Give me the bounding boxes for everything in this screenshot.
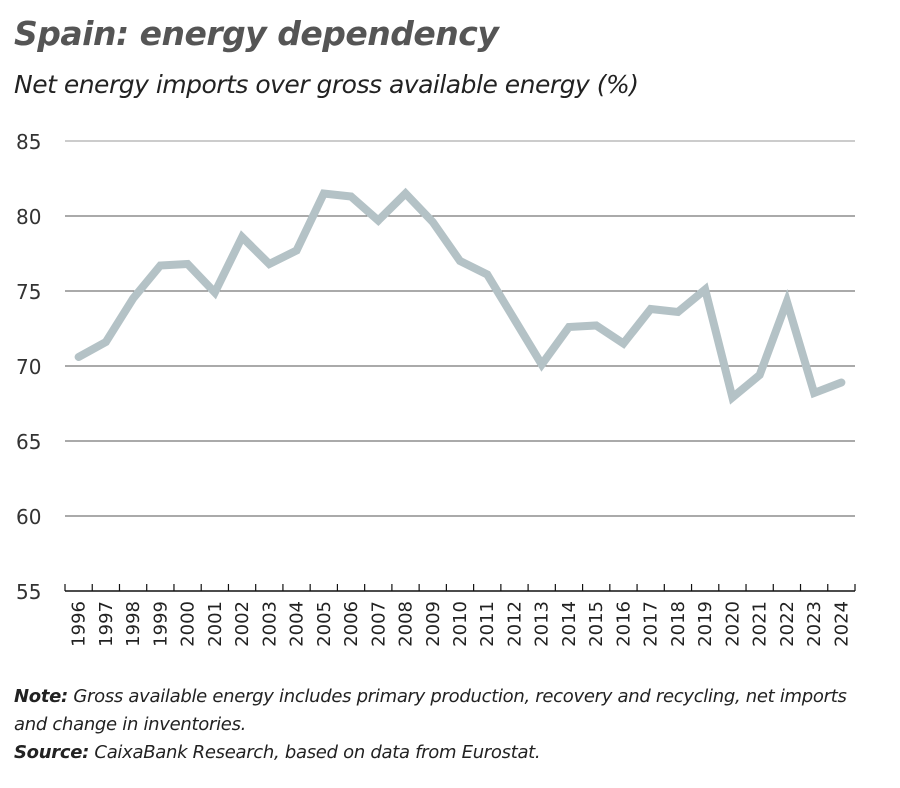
x-tick-label: 2023 (804, 601, 825, 647)
y-tick-label: 65 (16, 430, 41, 454)
y-tick-label: 75 (16, 280, 41, 304)
x-tick-label: 2012 (504, 601, 525, 647)
x-tick-label: 2006 (341, 601, 362, 647)
x-tick-label: 2016 (613, 601, 634, 647)
data-point (350, 196, 352, 197)
x-tick-label: 1996 (69, 601, 90, 647)
data-point (323, 193, 325, 194)
data-point (132, 298, 134, 299)
data-point (214, 292, 216, 293)
data-point (159, 265, 161, 266)
data-point (568, 326, 570, 328)
data-point (377, 220, 379, 221)
line-chart: 55 60 65 70 75 80 85 1996 1997 1998 1999 2000 2001 20… (16, 130, 856, 647)
data-point (459, 260, 461, 262)
y-tick-label: 70 (16, 355, 41, 379)
data-point (486, 274, 488, 275)
data-point (432, 221, 434, 223)
data-point (595, 325, 597, 326)
y-tick-label: 60 (16, 505, 41, 529)
x-tick-label: 2024 (831, 601, 852, 647)
note-text: Gross available energy includes primary … (14, 686, 847, 735)
note-label: Note: (14, 686, 68, 707)
x-tick-label: 2009 (423, 601, 444, 647)
x-tick-label: 2010 (450, 601, 471, 647)
data-point (541, 364, 543, 365)
data-point (677, 311, 679, 313)
x-tick-label: 2007 (368, 601, 389, 647)
y-tick-label: 55 (16, 580, 41, 604)
x-tick-label: 2000 (178, 601, 199, 647)
data-point (840, 382, 842, 383)
data-point (296, 250, 298, 251)
x-tick-label: 1997 (96, 601, 117, 647)
data-point (731, 397, 733, 398)
data-point (622, 343, 624, 344)
series-line (74, 187, 846, 405)
chart-subtitle: Net energy imports over gross available … (14, 70, 639, 99)
note: Note: Gross available energy includes pr… (14, 683, 884, 739)
x-tick-label: 2004 (287, 601, 308, 647)
x-tick-label: 1998 (123, 601, 144, 647)
data-point (759, 374, 761, 376)
x-tick-label: 2008 (396, 601, 417, 647)
x-tick-label: 1999 (150, 601, 171, 647)
x-tick-label: 2022 (777, 601, 798, 647)
source-text: CaixaBank Research, based on data from E… (89, 742, 541, 763)
data-point (650, 308, 652, 310)
data-point (187, 263, 189, 265)
x-tick-label: 2018 (668, 601, 689, 647)
x-tick-label: 2020 (722, 601, 743, 647)
x-tick-label: 2011 (477, 601, 498, 647)
data-point (268, 263, 270, 265)
data-point (405, 193, 407, 194)
data-point (813, 392, 815, 394)
x-tick-label: 2015 (586, 601, 607, 647)
x-tick-label: 2013 (532, 601, 553, 647)
data-point (786, 301, 788, 302)
y-tick-label: 80 (16, 205, 41, 229)
data-point (78, 356, 80, 358)
x-tick-label: 2019 (695, 601, 716, 647)
data-point (105, 341, 107, 343)
x-tick-label: 2003 (259, 601, 280, 647)
data-point (241, 236, 243, 238)
x-tick-label: 2002 (232, 601, 253, 647)
x-tick-label: 2021 (750, 601, 771, 647)
data-point (704, 289, 706, 290)
x-tick-label: 2001 (205, 601, 226, 647)
x-tick-label: 2014 (559, 601, 580, 647)
chart-title: Spain: energy dependency (14, 14, 499, 53)
source: Source: CaixaBank Research, based on dat… (14, 739, 884, 767)
footnotes: Note: Gross available energy includes pr… (14, 683, 884, 767)
source-label: Source: (14, 742, 89, 763)
x-tick-label: 2017 (641, 601, 662, 647)
data-point (513, 319, 515, 320)
x-tick-label: 2005 (314, 601, 335, 647)
y-tick-label: 85 (16, 130, 41, 154)
